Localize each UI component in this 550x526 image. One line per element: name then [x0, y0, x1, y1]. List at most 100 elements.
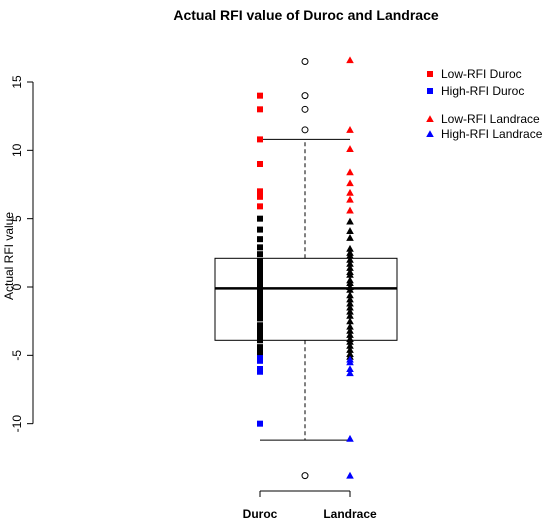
- landrace-point: [346, 299, 354, 307]
- duroc-point: [257, 275, 263, 282]
- duroc-point: [257, 267, 263, 274]
- duroc-point: [257, 226, 263, 233]
- duroc-point: [257, 305, 263, 312]
- duroc-point: [257, 311, 263, 318]
- landrace-point: [346, 259, 354, 267]
- duroc-point: [257, 300, 263, 307]
- landrace-point: [346, 244, 354, 252]
- low-rfi-landrace-point: [346, 126, 354, 133]
- duroc-point: [257, 258, 263, 265]
- low-rfi-landrace-point: [346, 188, 354, 196]
- high-rfi-landrace-point: [346, 369, 354, 377]
- duroc-point: [257, 331, 263, 338]
- landrace-point: [346, 303, 354, 311]
- duroc-point: [257, 285, 263, 292]
- landrace-point: [346, 311, 354, 319]
- outlier-point: [301, 92, 309, 100]
- landrace-point: [346, 251, 354, 259]
- low-rfi-duroc-point: [257, 160, 263, 167]
- y-tick-label: -10: [10, 415, 24, 433]
- legend-label-low-rfi-landrace: Low-RFI Landrace: [441, 112, 540, 126]
- y-tick-label: 10: [10, 143, 24, 157]
- low-rfi-duroc-point: [257, 203, 263, 210]
- duroc-point: [257, 344, 263, 351]
- duroc-point: [257, 236, 263, 243]
- high-rfi-duroc-point: [257, 357, 263, 364]
- legend-marker-low-rfi-landrace: [426, 115, 434, 123]
- y-axis: -10 -5 0 5 10 15: [10, 75, 34, 433]
- outlier-point: [301, 126, 309, 134]
- high-rfi-landrace-point: [346, 365, 354, 373]
- low-rfi-duroc-point: [257, 106, 263, 113]
- duroc-point: [257, 244, 263, 251]
- low-rfi-duroc-point: [257, 193, 263, 200]
- duroc-point: [257, 215, 263, 222]
- duroc-point: [257, 349, 263, 356]
- landrace-point: [346, 346, 354, 353]
- landrace-point: [346, 279, 354, 286]
- high-rfi-duroc-point: [257, 368, 263, 375]
- box-iqr: [214, 257, 398, 341]
- legend-marker-high-rfi-duroc: [427, 88, 433, 94]
- low-rfi-landrace-point: [346, 195, 354, 203]
- landrace-point: [346, 322, 354, 330]
- landrace-point: [346, 295, 354, 303]
- outlier-point: [301, 57, 309, 65]
- legend-label-high-rfi-duroc: High-RFI Duroc: [441, 84, 524, 98]
- duroc-point: [257, 281, 263, 288]
- landrace-point: [346, 307, 354, 315]
- low-rfi-landrace-point: [346, 168, 354, 176]
- duroc-point: [257, 290, 263, 297]
- duroc-point: [257, 271, 263, 278]
- landrace-point: [346, 264, 354, 271]
- landrace-point: [346, 326, 354, 334]
- duroc-point: [257, 315, 263, 322]
- high-rfi-landrace-point: [346, 358, 354, 366]
- low-rfi-duroc-point: [257, 92, 263, 99]
- outlier-point: [301, 472, 309, 480]
- landrace-point: [346, 217, 354, 225]
- data-points: [257, 56, 354, 479]
- duroc-point: [257, 322, 263, 329]
- high-rfi-landrace-point: [346, 471, 354, 479]
- landrace-point: [346, 233, 354, 241]
- chart-title: Actual RFI value of Duroc and Landrace: [173, 7, 438, 23]
- landrace-point: [346, 337, 354, 345]
- x-tick-label: Landrace: [323, 507, 377, 521]
- y-tick-label: 15: [10, 75, 24, 89]
- duroc-point: [257, 337, 263, 344]
- landrace-point: [346, 270, 354, 278]
- legend-marker-low-rfi-duroc: [427, 71, 433, 77]
- duroc-point: [257, 327, 263, 334]
- low-rfi-landrace-point: [346, 179, 354, 187]
- landrace-point: [346, 227, 354, 235]
- x-tick-label: Duroc: [243, 507, 278, 521]
- legend-label-high-rfi-landrace: High-RFI Landrace: [441, 127, 543, 141]
- legend-marker-high-rfi-landrace: [426, 130, 434, 138]
- low-rfi-landrace-point: [346, 206, 354, 214]
- low-rfi-duroc-point: [257, 136, 263, 143]
- landrace-point: [346, 291, 354, 299]
- landrace-point: [346, 341, 354, 349]
- y-axis-label: Actual RFI value: [2, 212, 16, 300]
- y-tick-label: -5: [10, 350, 24, 361]
- y-tick-label: 0: [10, 283, 24, 290]
- high-rfi-landrace-point: [346, 434, 354, 442]
- duroc-point: [257, 296, 263, 303]
- landrace-point: [346, 317, 354, 325]
- legend-label-low-rfi-duroc: Low-RFI Duroc: [441, 67, 522, 81]
- duroc-point: [257, 263, 263, 270]
- outlier-point: [301, 105, 309, 113]
- landrace-point: [346, 285, 354, 293]
- landrace-point: [346, 331, 354, 338]
- y-tick-label: 5: [10, 215, 24, 222]
- low-rfi-landrace-point: [346, 145, 354, 153]
- low-rfi-landrace-point: [346, 56, 354, 64]
- duroc-point: [257, 251, 263, 258]
- landrace-point: [346, 255, 354, 263]
- x-axis: Duroc Landrace: [243, 490, 377, 521]
- legend: Low-RFI Duroc High-RFI Duroc Low-RFI Landr…: [426, 67, 543, 141]
- high-rfi-duroc-point: [257, 420, 263, 427]
- boxplot: [214, 57, 398, 480]
